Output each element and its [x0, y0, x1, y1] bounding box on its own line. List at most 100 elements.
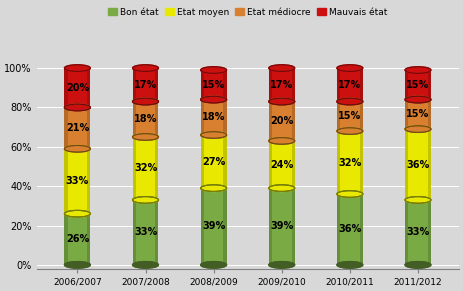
Bar	[360, 131, 363, 194]
Ellipse shape	[269, 65, 294, 71]
Ellipse shape	[64, 65, 90, 71]
Ellipse shape	[337, 262, 363, 268]
Ellipse shape	[64, 210, 90, 217]
Ellipse shape	[269, 185, 294, 191]
Bar	[428, 200, 431, 265]
Bar	[428, 129, 431, 200]
Bar	[200, 188, 204, 265]
Bar	[224, 135, 226, 188]
Ellipse shape	[132, 98, 158, 105]
Ellipse shape	[200, 132, 226, 138]
Bar	[64, 149, 90, 214]
Ellipse shape	[405, 96, 431, 103]
Text: 15%: 15%	[407, 80, 430, 90]
Bar	[64, 214, 68, 265]
Ellipse shape	[337, 98, 363, 105]
Bar	[87, 214, 90, 265]
Bar	[224, 188, 226, 265]
Bar	[405, 129, 431, 200]
Bar	[269, 188, 272, 265]
Legend: Bon état, Etat moyen, Etat médiocre, Mauvais état: Bon état, Etat moyen, Etat médiocre, Mau…	[104, 4, 391, 20]
Bar	[224, 70, 226, 100]
Ellipse shape	[132, 98, 158, 105]
Ellipse shape	[200, 185, 226, 191]
Ellipse shape	[132, 134, 158, 140]
Bar	[224, 100, 226, 135]
Bar	[156, 200, 158, 265]
Bar	[64, 149, 68, 214]
Ellipse shape	[405, 126, 431, 132]
Bar	[337, 131, 340, 194]
Bar	[360, 68, 363, 102]
Bar	[132, 137, 158, 200]
Text: 21%: 21%	[66, 123, 89, 133]
Bar	[64, 68, 68, 107]
Ellipse shape	[200, 132, 226, 138]
Ellipse shape	[64, 210, 90, 217]
Text: 24%: 24%	[270, 159, 294, 170]
Text: 18%: 18%	[134, 114, 157, 124]
Bar	[200, 70, 204, 100]
Bar	[269, 68, 272, 102]
Ellipse shape	[132, 197, 158, 203]
Bar	[64, 68, 90, 107]
Ellipse shape	[64, 146, 90, 152]
Bar	[337, 68, 340, 102]
Bar	[64, 107, 90, 149]
Text: 15%: 15%	[338, 111, 362, 121]
Bar	[156, 102, 158, 137]
Bar	[405, 100, 408, 129]
Ellipse shape	[405, 67, 431, 73]
Bar	[87, 68, 90, 107]
Text: 17%: 17%	[270, 80, 294, 90]
Bar	[269, 141, 294, 188]
Bar	[269, 188, 294, 265]
Ellipse shape	[132, 134, 158, 140]
Bar	[337, 102, 363, 131]
Bar	[405, 129, 408, 200]
Text: 36%: 36%	[338, 224, 362, 235]
Ellipse shape	[337, 128, 363, 134]
Text: 15%: 15%	[202, 80, 225, 90]
Bar	[87, 149, 90, 214]
Ellipse shape	[269, 262, 294, 268]
Bar	[269, 102, 294, 141]
Ellipse shape	[269, 185, 294, 191]
Bar	[269, 141, 272, 188]
Bar	[428, 100, 431, 129]
Bar	[405, 70, 408, 100]
Ellipse shape	[337, 98, 363, 105]
Ellipse shape	[132, 262, 158, 268]
Ellipse shape	[132, 197, 158, 203]
Bar	[64, 107, 68, 149]
Ellipse shape	[337, 191, 363, 197]
Bar	[269, 102, 272, 141]
Bar	[200, 100, 226, 135]
Ellipse shape	[64, 104, 90, 111]
Bar	[156, 68, 158, 102]
Bar	[132, 137, 136, 200]
Ellipse shape	[405, 197, 431, 203]
Bar	[132, 102, 158, 137]
Bar	[337, 131, 363, 194]
Ellipse shape	[200, 96, 226, 103]
Bar	[200, 70, 226, 100]
Bar	[132, 200, 158, 265]
Bar	[337, 68, 363, 102]
Ellipse shape	[405, 197, 431, 203]
Ellipse shape	[269, 98, 294, 105]
Text: 39%: 39%	[270, 221, 294, 232]
Bar	[360, 194, 363, 265]
Ellipse shape	[200, 185, 226, 191]
Bar	[292, 102, 294, 141]
Text: 33%: 33%	[407, 227, 430, 237]
Ellipse shape	[64, 146, 90, 152]
Ellipse shape	[200, 96, 226, 103]
Text: 33%: 33%	[66, 176, 89, 186]
Bar	[156, 137, 158, 200]
Bar	[337, 102, 340, 131]
Bar	[337, 194, 363, 265]
Ellipse shape	[269, 138, 294, 144]
Ellipse shape	[405, 96, 431, 103]
Ellipse shape	[200, 262, 226, 268]
